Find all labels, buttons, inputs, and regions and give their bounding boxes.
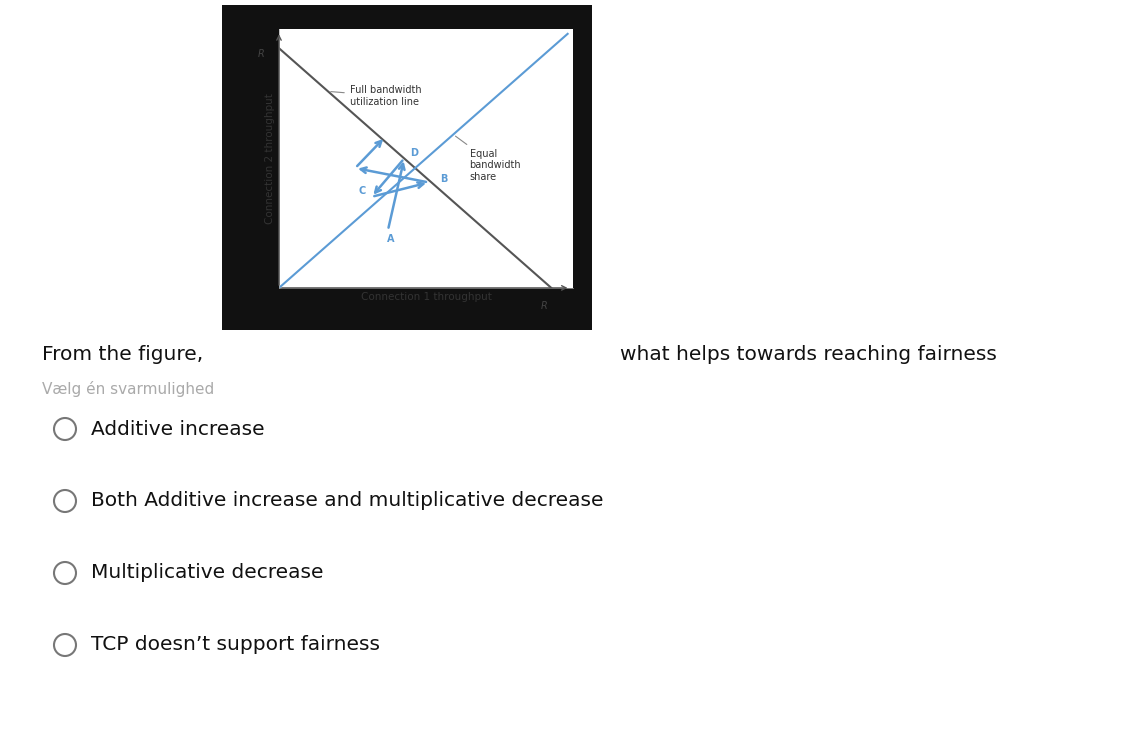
Text: Equal
bandwidth
share: Equal bandwidth share (456, 136, 521, 182)
Text: A: A (387, 234, 394, 245)
Text: B: B (440, 175, 447, 184)
Text: TCP doesn’t support fairness: TCP doesn’t support fairness (90, 636, 380, 654)
Text: Multiplicative decrease: Multiplicative decrease (90, 563, 324, 583)
Text: R: R (258, 49, 264, 59)
Text: what helps towards reaching fairness: what helps towards reaching fairness (619, 345, 997, 364)
Text: C: C (358, 187, 366, 197)
X-axis label: Connection 1 throughput: Connection 1 throughput (361, 292, 491, 302)
Text: D: D (410, 148, 418, 158)
Y-axis label: Connection 2 throughput: Connection 2 throughput (264, 93, 275, 224)
Text: Full bandwidth
utilization line: Full bandwidth utilization line (331, 85, 421, 107)
Text: Both Additive increase and multiplicative decrease: Both Additive increase and multiplicativ… (90, 492, 603, 511)
Text: From the figure,: From the figure, (42, 345, 204, 364)
Text: Additive increase: Additive increase (90, 419, 264, 438)
Text: R: R (542, 301, 547, 311)
Text: Vælg én svarmulighed: Vælg én svarmulighed (42, 381, 214, 397)
